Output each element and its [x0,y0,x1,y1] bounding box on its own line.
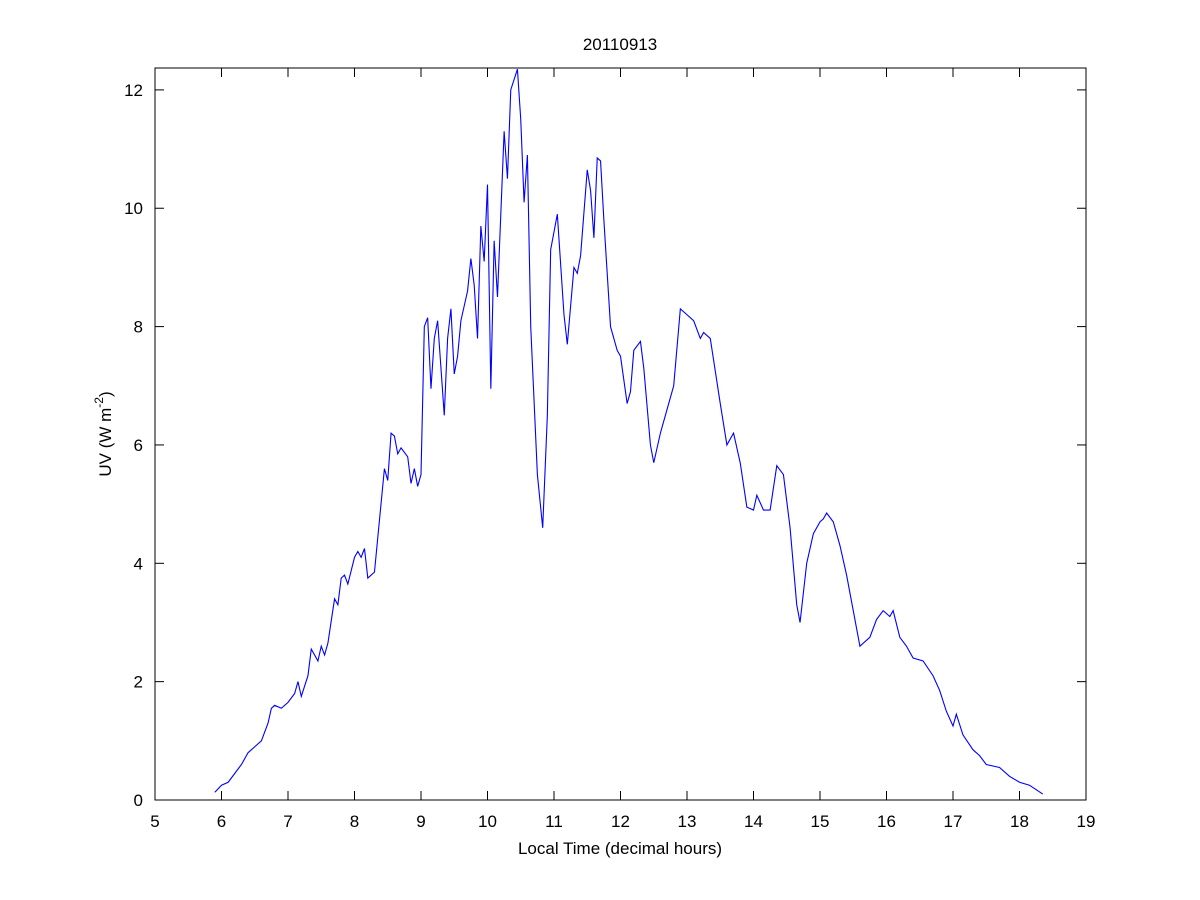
x-tick-label: 8 [350,812,359,831]
y-axis-label-end: ) [96,391,115,397]
x-tick-label: 19 [1077,812,1096,831]
chart-title: 20110913 [583,35,657,54]
y-tick-label: 8 [134,318,143,337]
x-tick-label: 12 [611,812,630,831]
x-tick-label: 15 [811,812,830,831]
y-axis-label-sup: -2 [92,397,106,408]
x-tick-label: 14 [744,812,763,831]
x-tick-label: 17 [944,812,963,831]
x-tick-label: 9 [416,812,425,831]
y-tick-label: 6 [134,436,143,455]
x-tick-label: 6 [217,812,226,831]
y-tick-label: 4 [134,554,143,573]
x-axis-label: Local Time (decimal hours) [518,839,722,858]
y-axis-label-text: UV (W m [96,408,115,477]
x-tick-label: 5 [150,812,159,831]
data-line [214,69,1044,795]
y-tick-label: 12 [124,81,143,100]
x-tick-label: 11 [545,812,563,831]
x-tick-label: 7 [283,812,292,831]
x-tick-label: 16 [877,812,896,831]
x-tick-label: 10 [478,812,497,831]
y-axis-label: UV (W m-2) [92,391,115,476]
y-tick-label: 2 [134,673,143,692]
y-tick-label: 0 [134,791,143,810]
x-tick-label: 13 [678,812,697,831]
y-tick-label: 10 [124,199,143,218]
x-tick-label: 18 [1010,812,1029,831]
